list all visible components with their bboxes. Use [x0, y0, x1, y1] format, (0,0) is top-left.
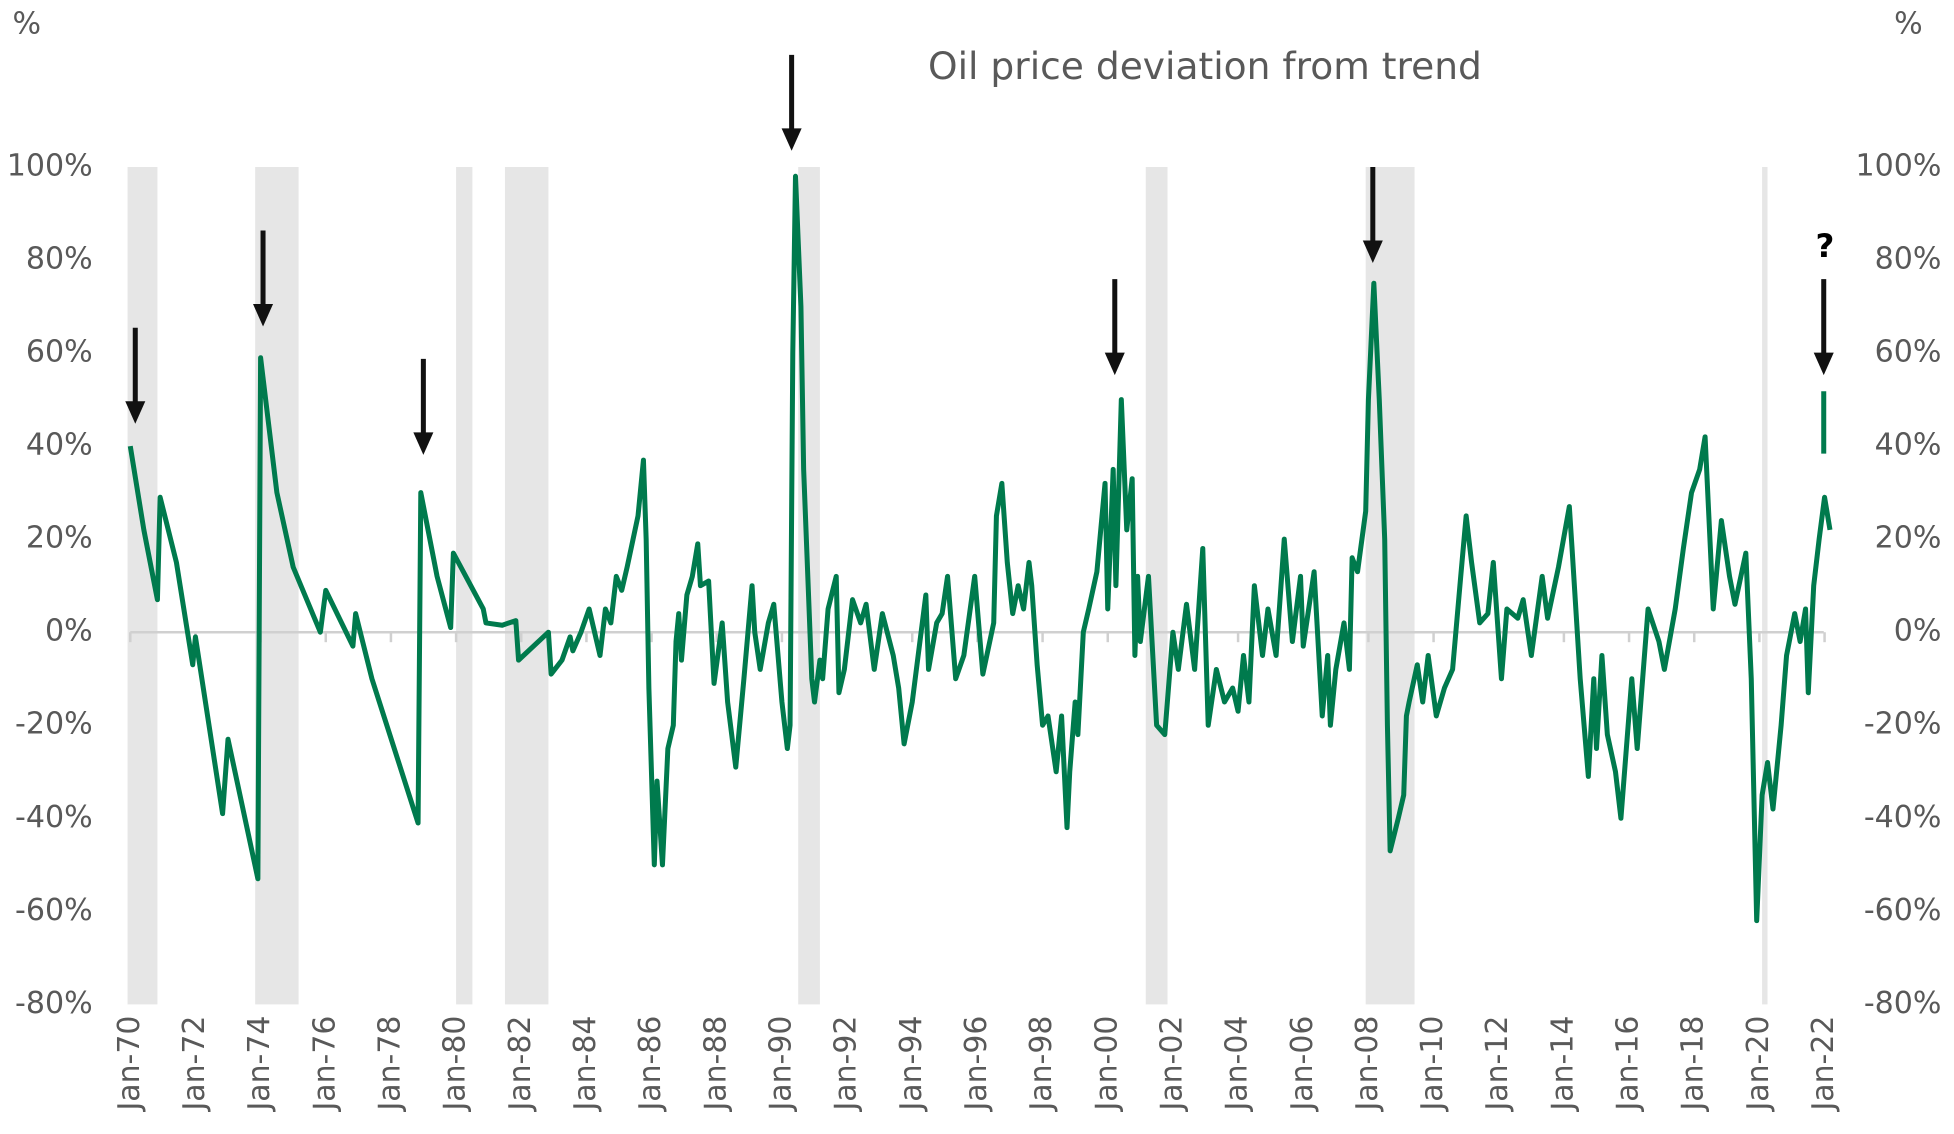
recession-band [1145, 166, 1168, 1005]
series-line [127, 173, 1833, 924]
x-tick-label: Jan-22 [1806, 1016, 1841, 1113]
recession-band [504, 166, 549, 1005]
x-tick-label: Jan-92 [829, 1016, 864, 1113]
y2-tick-label: -20% [1864, 707, 1942, 742]
y2-tick-label: 60% [1875, 335, 1942, 370]
y-tick-label: -40% [15, 800, 93, 835]
y-tick-label: 100% [7, 149, 93, 184]
x-tick-label: Jan-86 [633, 1016, 668, 1113]
x-tick-label: Jan-00 [1089, 1016, 1124, 1113]
x-tick-label: Jan-80 [438, 1016, 473, 1113]
x-tick-label: Jan-18 [1676, 1016, 1711, 1113]
x-tick-label: Jan-88 [698, 1016, 733, 1113]
y2-tick-label: 0% [1894, 614, 1942, 649]
y2-tick-label: -40% [1864, 800, 1942, 835]
arrows [125, 54, 1834, 455]
x-tick-label: Jan-02 [1154, 1016, 1189, 1113]
x-tick-label: Jan-14 [1545, 1016, 1580, 1113]
y-tick-label: -60% [15, 893, 93, 928]
x-tick-label: Jan-70 [112, 1016, 147, 1113]
x-tick-label: Jan-76 [307, 1016, 342, 1113]
x-tick-label: Jan-96 [959, 1016, 994, 1113]
x-tick-label: Jan-74 [242, 1016, 277, 1113]
y-tick-label: -20% [15, 707, 93, 742]
lines [127, 173, 1833, 924]
y2-tick-label: 40% [1875, 428, 1942, 463]
x-tick-label: Jan-72 [177, 1016, 212, 1113]
x-tick-label: Jan-04 [1220, 1016, 1255, 1113]
arrow [413, 358, 434, 455]
x-tick-label: Jan-94 [894, 1016, 929, 1113]
x-tick-label: Jan-12 [1480, 1016, 1515, 1113]
y2-tick-label: -60% [1864, 893, 1942, 928]
y2-tick-label: -80% [1864, 986, 1942, 1021]
arrow [1813, 279, 1834, 376]
axes: -80% -80% -60% -60% -40% -40% -20% -20% 0% 0% 20% 2… [7, 149, 1942, 1113]
arrow [1362, 166, 1383, 263]
chart-title: Oil price deviation from trend [928, 44, 1482, 88]
arrow [1104, 279, 1125, 376]
x-tick-label: Jan-90 [763, 1016, 798, 1113]
arrow [125, 327, 146, 424]
x-tick-label: Jan-10 [1415, 1016, 1450, 1113]
recession-band [456, 166, 473, 1005]
y-tick-label: 60% [26, 335, 93, 370]
y-tick-label: 20% [26, 521, 93, 556]
x-tick-label: Jan-98 [1024, 1016, 1059, 1113]
arrow [781, 54, 802, 151]
x-tick-label: Jan-20 [1741, 1016, 1776, 1113]
y-tick-label: 0% [45, 614, 93, 649]
x-tick-label: Jan-78 [372, 1016, 407, 1113]
arrow [253, 230, 274, 327]
y-tick-label: -80% [15, 986, 93, 1021]
y2-axis-label: % [1894, 6, 1923, 41]
y-tick-label: 80% [26, 242, 93, 277]
y-axis-label: % [13, 6, 42, 41]
y-tick-label: 40% [26, 428, 93, 463]
x-tick-label: Jan-08 [1350, 1016, 1385, 1113]
y2-tick-label: 80% [1875, 242, 1942, 277]
x-tick-label: Jan-82 [503, 1016, 538, 1113]
x-tick-label: Jan-06 [1285, 1016, 1320, 1113]
x-tick-label: Jan-16 [1611, 1016, 1646, 1113]
annotation: ? [1816, 227, 1835, 265]
y2-tick-label: 100% [1856, 149, 1942, 184]
x-tick-label: Jan-84 [568, 1016, 603, 1113]
recession-band [1762, 166, 1768, 1005]
y2-tick-label: 20% [1875, 521, 1942, 556]
